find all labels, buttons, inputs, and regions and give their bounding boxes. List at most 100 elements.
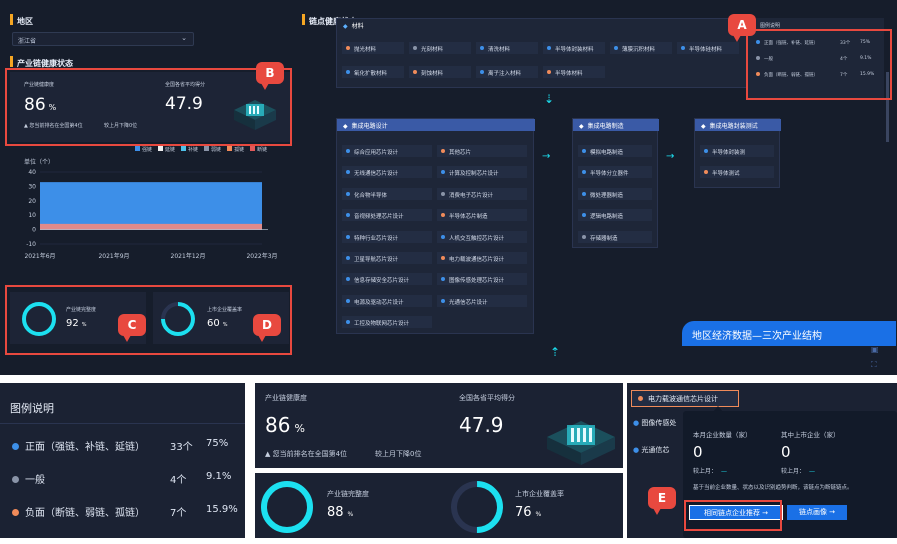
zoom-support-ring xyxy=(261,481,313,533)
chain-node[interactable]: 化合物半导体 xyxy=(342,187,432,200)
zoom-icon[interactable]: ▣ xyxy=(871,345,879,354)
arrow-right-icon: → xyxy=(542,151,551,162)
y-tick-label: 10 xyxy=(28,212,36,219)
zoom-degree-label: 产业链健康度 xyxy=(265,394,307,402)
chain-node[interactable]: 工控及物联网芯片设计 xyxy=(342,316,432,329)
health-heading: 产业链健康状态 xyxy=(10,56,73,69)
chain-node[interactable]: 半导体测试 xyxy=(700,166,774,179)
chart-legend-item: 弱链 xyxy=(204,146,221,153)
chart-legend: 强链 延链 补链 弱链 孤链 断链 xyxy=(135,146,295,154)
popup-zoom: 电力载波通信芯片设计 ● 图像传感处 ● 光通信芯 本月企业数量（家） 0 其中… xyxy=(627,383,897,538)
chain-node[interactable]: 氧化扩散材料 xyxy=(342,66,404,78)
chip-item-power[interactable]: 电力载波通信芯片设计 xyxy=(631,390,739,407)
chain-node[interactable]: 半导体封装测 xyxy=(700,145,774,157)
chain-node[interactable]: 光刻材料 xyxy=(409,42,471,54)
last-month-text: 较上月下降0位 xyxy=(104,123,138,129)
arrow-up-icon: ⇡ xyxy=(550,345,561,359)
chain-node[interactable]: 信息存储安全芯片设计 xyxy=(342,273,432,286)
health-degree-label: 产业链健康度 xyxy=(24,82,55,88)
chain-node[interactable]: 半导体分立器件 xyxy=(578,166,652,179)
chain-node[interactable]: 微处理器制造 xyxy=(578,187,652,200)
chain-node[interactable]: 光通信芯片设计 xyxy=(437,294,527,307)
callout-badge-b: B xyxy=(256,62,284,90)
server-illustration-icon xyxy=(545,413,617,465)
chart-legend-item: 延链 xyxy=(158,146,175,153)
chain-node[interactable]: 清洗材料 xyxy=(476,42,538,54)
region-select[interactable]: 浙江省 ⌄ xyxy=(12,32,194,46)
chain-node[interactable]: 消费电子芯片设计 xyxy=(437,187,527,200)
chip-item-image[interactable]: ● 图像传感处 xyxy=(633,419,677,427)
zoom-listed-value: 76% xyxy=(515,505,542,520)
chain-node[interactable]: 卫星导航芯片设计 xyxy=(342,252,432,264)
area-series-positive xyxy=(40,182,262,230)
callout-badge-c: C xyxy=(118,314,146,342)
y-tick-label: 30 xyxy=(28,183,36,190)
chart-unit-label: 单位（个） xyxy=(24,159,55,166)
chain-node[interactable]: 半导体芯片制造 xyxy=(437,209,527,222)
zoom-last-month: 较上月下降0位 xyxy=(375,450,422,458)
chain-node[interactable]: 电源及驱动芯片设计 xyxy=(342,294,432,307)
scrollbar[interactable] xyxy=(886,72,889,142)
chevron-down-icon: ⌄ xyxy=(181,34,187,42)
popup-note: 基于当前企业数量、状态以及识别趋势判断，该链点为断链链点。 xyxy=(693,485,853,491)
legend-mini-row: 正面（强链、补链、延链） 33个 75% xyxy=(756,40,882,46)
legend-zoom-row: 负面（断链、弱链、孤链） 7个 15.9% xyxy=(12,504,242,519)
similar-enterprise-button[interactable]: 相同链点企业推荐 → xyxy=(689,505,783,520)
region-heading: 地区 xyxy=(10,14,33,27)
chain-node[interactable]: 特种行业芯片设计 xyxy=(342,230,432,243)
chain-node[interactable]: 薄膜沉积材料 xyxy=(610,42,672,54)
avg-score-value: 47.9 xyxy=(165,94,203,114)
fullscreen-icon[interactable]: ⛶ xyxy=(871,360,877,369)
chart-legend-item: 断链 xyxy=(250,146,267,153)
chip-popup: 本月企业数量（家） 0 其中上市企业（家） 0 较上月： — 较上月： — 基于当前… xyxy=(683,406,897,538)
chip-item-optical[interactable]: ● 光通信芯 xyxy=(633,446,670,454)
popup-m2: 较上月： — xyxy=(781,468,816,475)
x-tick-label: 2021年9月 xyxy=(98,252,129,260)
chain-node[interactable]: 逻辑电路制造 xyxy=(578,209,652,222)
chain-node[interactable]: 刻蚀材料 xyxy=(409,66,471,78)
chain-node[interactable]: 计算及控制芯片设计 xyxy=(437,166,527,179)
area-series-negative xyxy=(40,223,262,230)
y-tick-label: 20 xyxy=(28,198,36,205)
chain-node[interactable]: 模拟电路制造 xyxy=(578,145,652,157)
chain-node[interactable]: 离子注入材料 xyxy=(476,66,538,78)
chain-node[interactable]: 电力载波通信芯片设计 xyxy=(437,252,527,264)
zoom-listed-label: 上市企业覆盖率 xyxy=(515,490,564,498)
support-label: 产业链完整度 xyxy=(66,307,97,313)
legend-mini-title: 图例说明 xyxy=(760,23,781,29)
popup-col1-value: 0 xyxy=(693,443,703,461)
mfg-header: ◆ 集成电路制造 xyxy=(573,119,659,131)
design-header: ◆ 集成电路设计 xyxy=(337,119,535,131)
arrow-down-icon: ⇣ xyxy=(544,92,555,106)
health-card: 产业链健康度 86% ▲ 您当前排名在全国第4位 较上月下降0位 全国各省平均得… xyxy=(10,72,290,142)
popup-col2-label: 其中上市企业（家） xyxy=(781,431,840,439)
chain-node[interactable]: 图像传感处理芯片设计 xyxy=(437,273,527,286)
support-ring xyxy=(22,302,56,336)
chip-icon: ◆ xyxy=(343,23,348,30)
chain-node[interactable]: 人机交互触控芯片设计 xyxy=(437,230,527,243)
y-tick-label: -10 xyxy=(26,241,36,248)
avg-score-label: 全国各省平均得分 xyxy=(165,82,206,88)
chain-node[interactable]: 其他芯片 xyxy=(437,145,527,157)
zoom-support-value: 88% xyxy=(327,505,354,520)
chain-node[interactable]: 无线通信芯片设计 xyxy=(342,166,432,179)
chain-node[interactable]: 抛光材料 xyxy=(342,42,404,54)
chain-node[interactable]: 存储器制造 xyxy=(578,230,652,243)
chain-node[interactable]: 综合应用芯片设计 xyxy=(342,145,432,157)
chain-node[interactable]: 半导体材料 xyxy=(543,66,605,78)
arrow-right-icon: → xyxy=(666,151,675,162)
zoom-degree-value: 86% xyxy=(265,413,305,437)
health-degree-value: 86% xyxy=(24,95,57,115)
chain-portrait-button[interactable]: 链点画像 → xyxy=(787,505,847,520)
legend-mini-row: 一般 4个 9.1% xyxy=(756,56,882,62)
y-tick-label: 40 xyxy=(28,169,36,176)
chain-node[interactable]: 音视频处理芯片设计 xyxy=(342,209,432,222)
chain-node[interactable]: 半导体硅材料 xyxy=(677,42,739,54)
chart-legend-item: 强链 xyxy=(135,146,152,153)
server-illustration-icon xyxy=(232,94,278,132)
legend-zoom-row: 正面（强链、补链、延链） 33个 75% xyxy=(12,438,242,453)
economy-banner[interactable]: 地区经济数据—三次产业结构 xyxy=(682,321,896,346)
mfg-box: ◆ 集成电路制造 xyxy=(572,118,659,248)
chain-node[interactable]: 半导体封装材料 xyxy=(543,42,605,54)
zoom-rank-text: ▲ 您当前排名在全国第4位 xyxy=(265,450,348,458)
